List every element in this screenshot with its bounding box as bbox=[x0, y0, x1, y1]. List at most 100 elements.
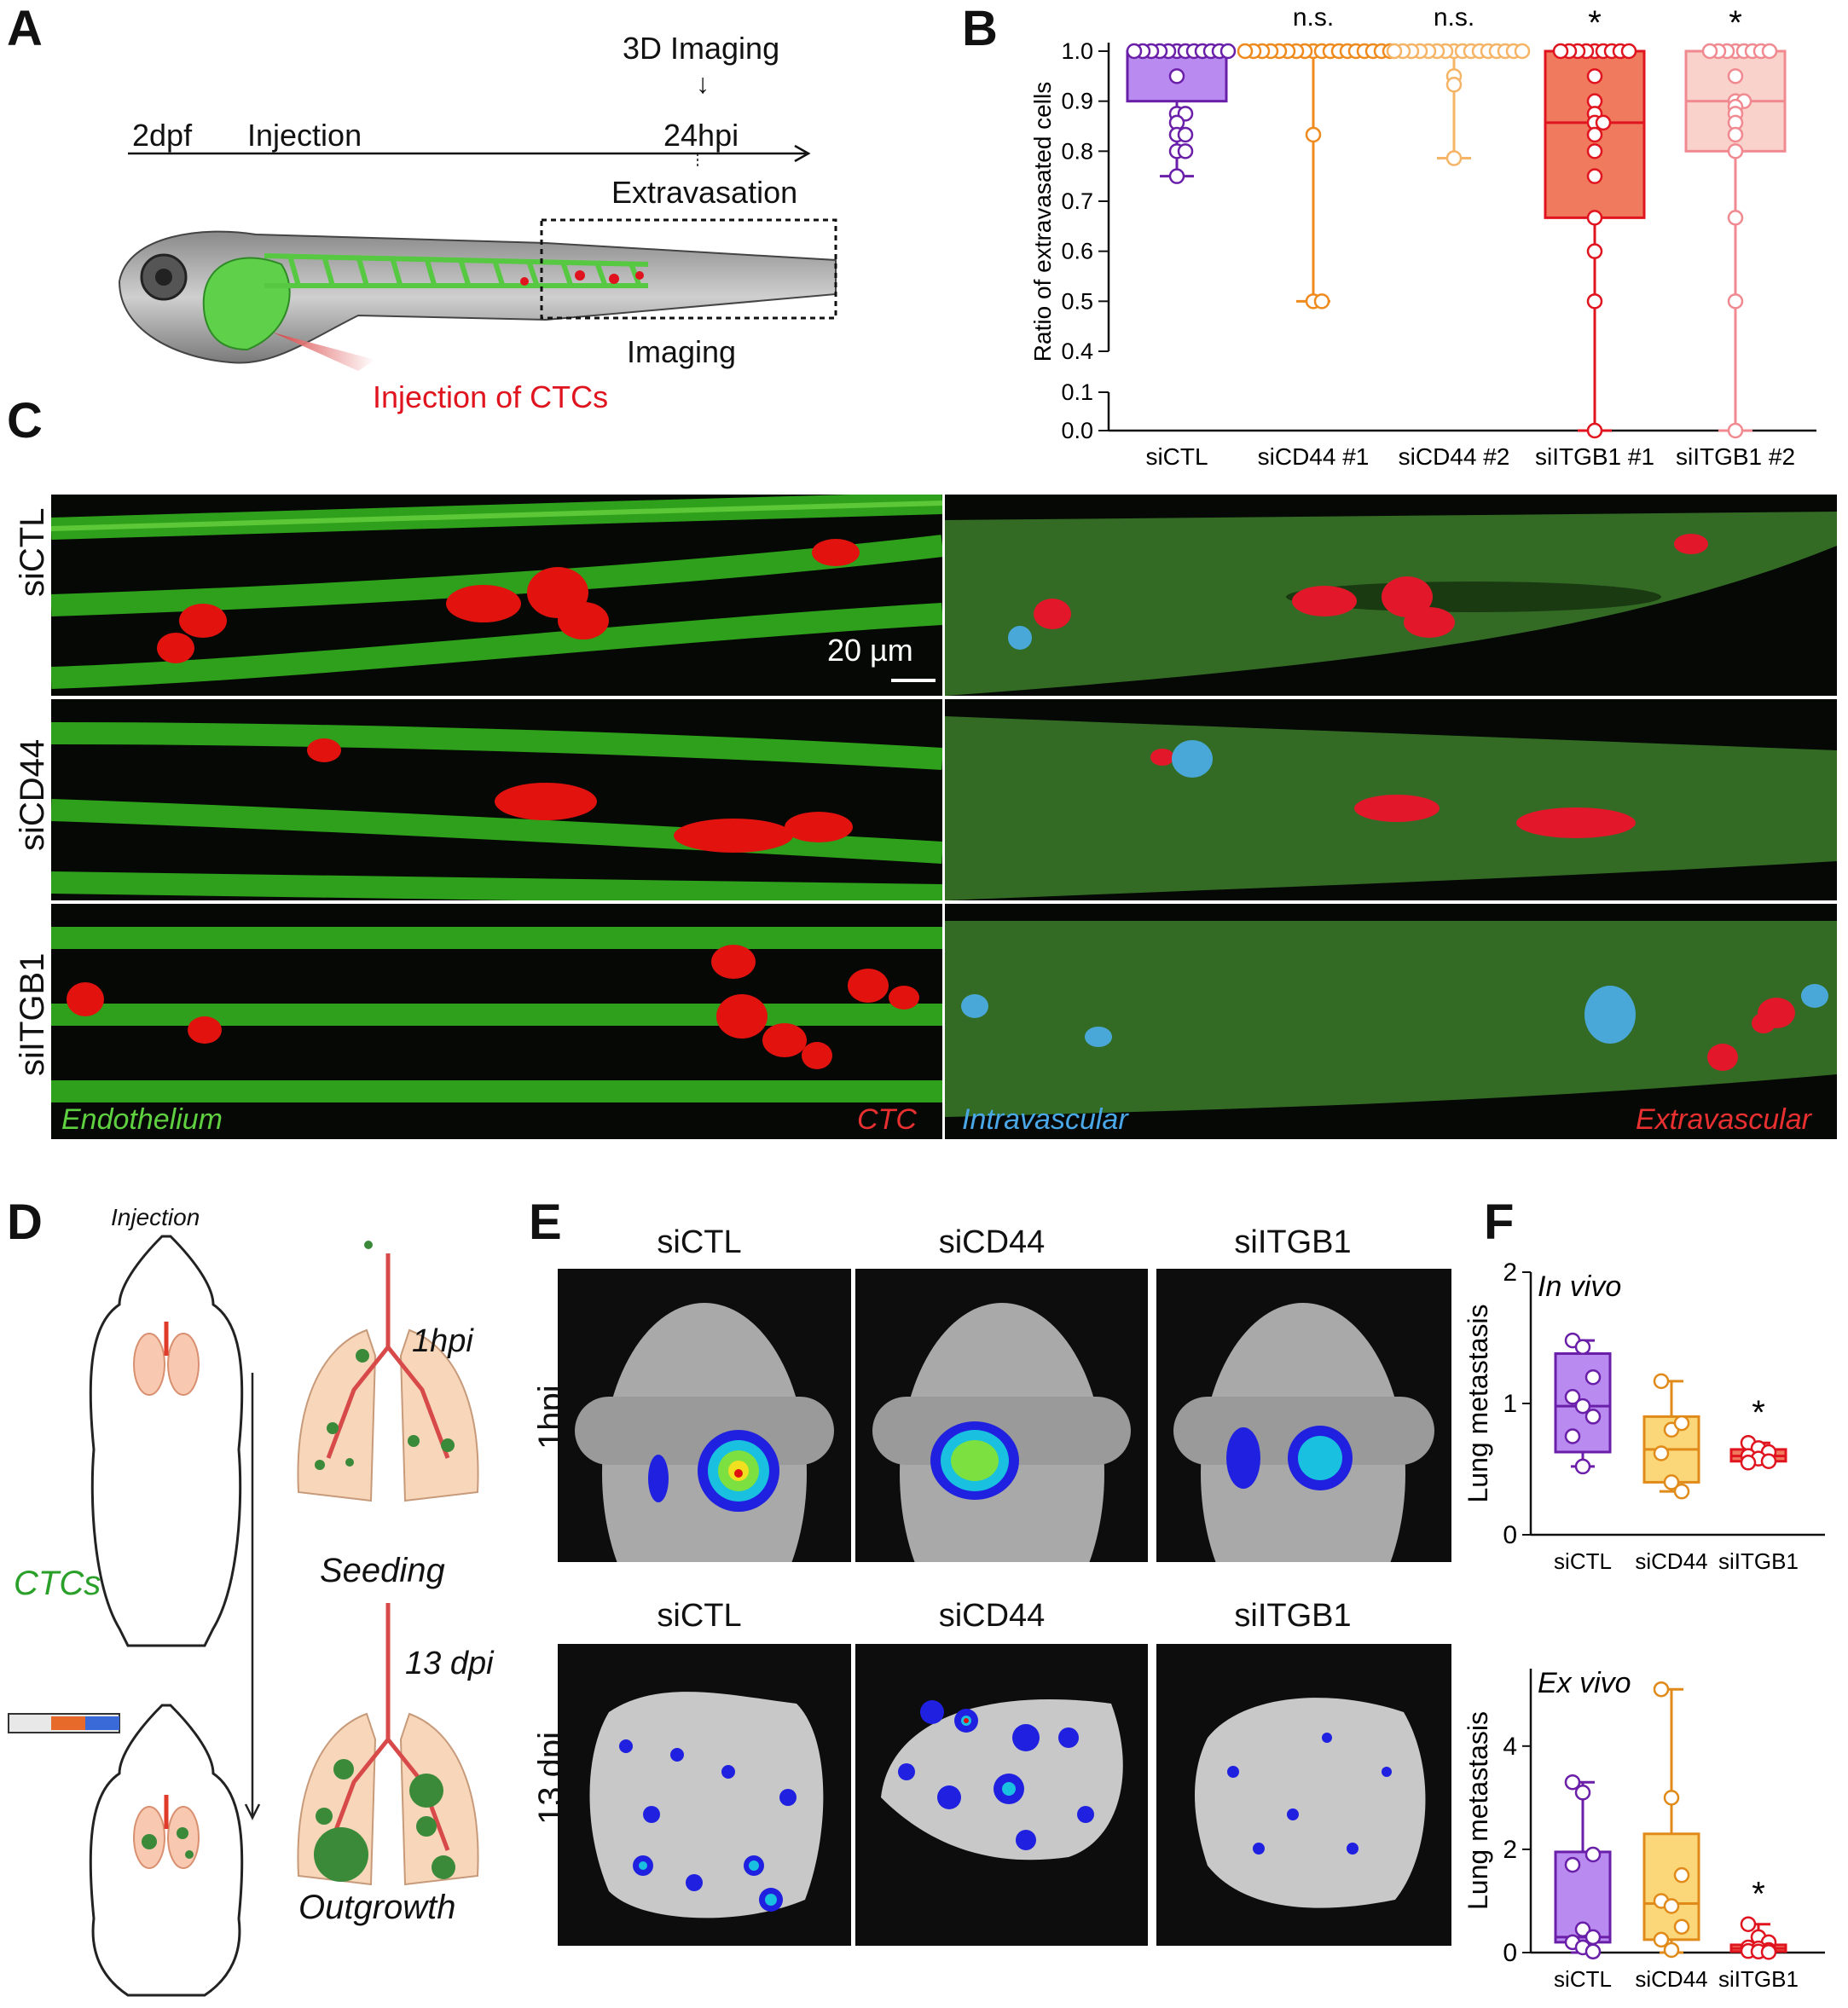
data-point bbox=[1663, 1790, 1680, 1806]
y-tick-label: 0.6 bbox=[1061, 239, 1093, 264]
data-point bbox=[1168, 168, 1185, 184]
x-tick-label: siITGB1 bbox=[1718, 1548, 1799, 1574]
x-tick-label: siCD44 bbox=[1635, 1966, 1707, 1992]
legend-extravascular: Extravascular bbox=[1636, 1103, 1811, 1136]
data-point bbox=[1653, 1445, 1670, 1461]
col-title-sictl-2: siCTL bbox=[657, 1598, 742, 1634]
box-group: siCTL bbox=[1554, 1774, 1612, 1992]
data-point bbox=[1445, 150, 1463, 166]
data-point bbox=[1584, 1846, 1602, 1863]
data-point bbox=[1673, 1918, 1690, 1935]
data-point bbox=[1313, 293, 1330, 310]
micrograph-sicd44-confocal bbox=[51, 699, 942, 900]
significance-label: n.s. bbox=[1293, 3, 1334, 32]
data-point bbox=[1701, 43, 1718, 60]
data-point bbox=[1564, 1428, 1581, 1444]
col-title-siitgb1-1: siITGB1 bbox=[1234, 1224, 1352, 1260]
significance-label: * bbox=[1588, 4, 1602, 42]
chart-f-in-vivo: 0 1 2 Lung metastasis In vivo siCTL siCD44 siIT… bbox=[1463, 1259, 1825, 1574]
col-title-sictl-1: siCTL bbox=[657, 1224, 742, 1260]
data-point bbox=[1126, 43, 1143, 60]
lungs-illustration bbox=[297, 1241, 479, 1886]
chart-f-axes: 0 1 2 Lung metastasis In vivo bbox=[1463, 1259, 1825, 1549]
label-24hpi: 24hpi bbox=[663, 118, 739, 153]
data-point bbox=[1673, 1415, 1690, 1432]
y-tick-label: 0.4 bbox=[1061, 339, 1093, 364]
legend-intravascular: Intravascular bbox=[962, 1103, 1128, 1136]
data-point bbox=[1574, 1785, 1591, 1801]
panel-letter-c: C bbox=[7, 393, 43, 448]
label-injection-ctcs: Injection of CTCs bbox=[373, 379, 609, 414]
y-tick-label: 0 bbox=[1503, 1939, 1517, 1967]
data-point bbox=[1760, 1453, 1777, 1470]
data-point bbox=[1584, 1943, 1602, 1960]
data-point bbox=[1760, 1944, 1777, 1960]
x-tick-label: siCTL bbox=[1554, 1548, 1612, 1574]
y-tick-label: 0 bbox=[1503, 1521, 1517, 1549]
label-2dpf: 2dpf bbox=[132, 118, 193, 153]
x-tick-label: siITGB1 #2 bbox=[1676, 443, 1795, 470]
label-13dpi-d: 13 dpi bbox=[405, 1646, 494, 1681]
micrograph-sictl-confocal bbox=[51, 495, 942, 696]
label-injection-d: Injection bbox=[111, 1204, 200, 1230]
label-imaging: Imaging bbox=[627, 334, 737, 369]
data-point bbox=[1564, 1389, 1581, 1405]
panel-letter-b: B bbox=[962, 1, 998, 56]
chart-f-ex-vivo: 0 2 4 Lung metastasis Ex vivo siCTL siCD44 siIT… bbox=[1463, 1667, 1825, 1992]
x-tick-label: siCD44 #2 bbox=[1399, 443, 1510, 470]
label-seeding: Seeding bbox=[320, 1552, 445, 1589]
data-point bbox=[1727, 293, 1744, 310]
significance-label: * bbox=[1729, 4, 1742, 42]
box-group: siITGB1 #2 * bbox=[1676, 4, 1795, 470]
data-point bbox=[1653, 1681, 1670, 1698]
row-label-sicd44: siCD44 bbox=[14, 738, 51, 851]
box-group: siITGB1 * bbox=[1718, 1876, 1799, 1992]
y-tick-label: 0.8 bbox=[1061, 138, 1093, 164]
data-point bbox=[1177, 143, 1194, 159]
x-tick-label: siCTL bbox=[1145, 443, 1208, 470]
label-outgrowth: Outgrowth bbox=[298, 1889, 456, 1926]
y-tick-label: 0.1 bbox=[1061, 379, 1093, 405]
data-point bbox=[1653, 1373, 1670, 1390]
render-sictl-3d bbox=[945, 495, 1837, 696]
y-tick-label: 0.0 bbox=[1061, 418, 1093, 443]
box bbox=[1642, 1832, 1700, 1941]
significance-label: n.s. bbox=[1434, 3, 1474, 32]
significance-label: * bbox=[1752, 1394, 1765, 1432]
mouse-illustration bbox=[8, 1235, 261, 1997]
timeline-arrow bbox=[128, 144, 811, 166]
data-point bbox=[1663, 1898, 1680, 1914]
data-point bbox=[1727, 126, 1744, 143]
data-point bbox=[1386, 43, 1403, 60]
data-point bbox=[1584, 1409, 1602, 1425]
data-point bbox=[1586, 293, 1603, 310]
data-point bbox=[1727, 422, 1744, 439]
label-extravasation: Extravasation bbox=[611, 175, 798, 210]
col-title-siitgb1-2: siITGB1 bbox=[1234, 1598, 1352, 1634]
annotation: In vivo bbox=[1538, 1270, 1621, 1303]
data-point bbox=[1620, 43, 1637, 60]
y-tick-label: 0.5 bbox=[1061, 288, 1093, 314]
data-point bbox=[1574, 1921, 1591, 1938]
data-point bbox=[1586, 168, 1603, 184]
data-point bbox=[1761, 43, 1778, 60]
render-sicd44-3d bbox=[945, 699, 1837, 900]
data-point bbox=[1237, 43, 1254, 60]
data-point bbox=[1219, 43, 1237, 60]
ivis-1hpi-siitgb1 bbox=[1156, 1269, 1451, 1562]
data-point bbox=[1168, 68, 1185, 84]
x-tick-label: siITGB1 bbox=[1718, 1966, 1799, 1992]
col-title-sicd44-1: siCD44 bbox=[938, 1224, 1046, 1260]
data-point bbox=[1727, 143, 1744, 159]
x-tick-label: siCTL bbox=[1554, 1966, 1612, 1992]
box-group: siCTL bbox=[1554, 1332, 1612, 1574]
ivis-13dpi-siitgb1 bbox=[1156, 1644, 1451, 1946]
data-point bbox=[1663, 1474, 1680, 1490]
data-point bbox=[1574, 1397, 1591, 1415]
data-point bbox=[1552, 43, 1569, 60]
y-axis-label: Lung metastasis bbox=[1463, 1304, 1493, 1502]
x-tick-label: siCD44 bbox=[1635, 1548, 1707, 1574]
data-point bbox=[1740, 1916, 1757, 1932]
data-point bbox=[1740, 1455, 1757, 1471]
data-point bbox=[1574, 1339, 1591, 1356]
